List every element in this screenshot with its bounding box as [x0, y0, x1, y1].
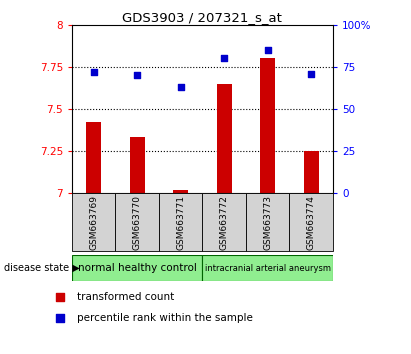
FancyBboxPatch shape [115, 193, 159, 251]
Point [134, 72, 141, 78]
Title: GDS3903 / 207321_s_at: GDS3903 / 207321_s_at [122, 11, 282, 24]
FancyBboxPatch shape [72, 193, 115, 251]
Point [308, 71, 314, 76]
Bar [86, 122, 101, 193]
Bar [304, 151, 319, 193]
Text: disease state ▶: disease state ▶ [4, 263, 80, 273]
Bar [173, 190, 188, 193]
Text: normal healthy control: normal healthy control [78, 263, 196, 273]
Text: intracranial arterial aneurysm: intracranial arterial aneurysm [205, 264, 331, 273]
Text: GSM663771: GSM663771 [176, 195, 185, 250]
Text: GSM663772: GSM663772 [219, 195, 229, 250]
Bar [260, 58, 275, 193]
FancyBboxPatch shape [289, 193, 333, 251]
FancyBboxPatch shape [72, 255, 202, 281]
Text: GSM663773: GSM663773 [263, 195, 272, 250]
Text: transformed count: transformed count [77, 292, 174, 302]
Point [264, 47, 271, 53]
FancyBboxPatch shape [159, 193, 202, 251]
Text: GSM663769: GSM663769 [89, 195, 98, 250]
Point [57, 294, 63, 300]
Point [221, 56, 227, 61]
FancyBboxPatch shape [246, 193, 289, 251]
Text: percentile rank within the sample: percentile rank within the sample [77, 313, 253, 323]
Point [178, 84, 184, 90]
Text: GSM663770: GSM663770 [133, 195, 142, 250]
Point [57, 315, 63, 321]
FancyBboxPatch shape [202, 193, 246, 251]
Bar [129, 137, 145, 193]
Text: GSM663774: GSM663774 [307, 195, 316, 250]
Bar [217, 84, 232, 193]
Point [90, 69, 97, 75]
FancyBboxPatch shape [202, 255, 333, 281]
